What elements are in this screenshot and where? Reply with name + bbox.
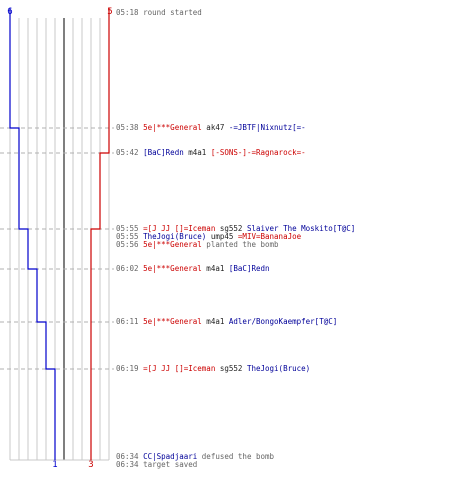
event-row: 06:19 =[J JJ []=Iceman sg552 TheJogi(Bru… <box>116 364 310 373</box>
blue-start-count: 6 <box>7 7 12 17</box>
event-row: 05:42 [BaC]Redn m4a1 [-SONS-]-=Ragnarock… <box>116 148 306 157</box>
event-time: 05:42 <box>116 148 144 157</box>
weapon-name: sg552 <box>215 224 247 233</box>
player-name: CC|Spadjaari <box>143 452 198 461</box>
event-guide-lines <box>0 127 114 370</box>
player-name: =[J JJ []=Iceman <box>143 364 216 373</box>
player-name: [BaC]Redn <box>143 148 184 157</box>
red-end-count: 3 <box>88 460 93 470</box>
event-time: 06:34 <box>116 460 144 469</box>
event-row: 05:18 round started <box>116 8 202 17</box>
player-name: 5e|***General <box>143 240 202 249</box>
event-time: 06:19 <box>116 364 144 373</box>
event-row: 06:11 5e|***General m4a1 Adler/BongoKaem… <box>116 317 337 326</box>
timeline-grid <box>9 18 110 461</box>
player-name: Slaiver The Moskito[T@C] <box>246 224 356 233</box>
event-time: 05:18 <box>116 8 144 17</box>
event-row: 06:34 target saved <box>116 460 197 469</box>
event-time: 05:56 <box>116 240 144 249</box>
event-row: 05:55 TheJogi(Bruce) ump45 =MIV=BananaJo… <box>116 232 301 241</box>
weapon-name: ump45 <box>206 232 238 241</box>
player-name: 5e|***General <box>143 123 202 132</box>
event-description: target saved <box>143 460 198 469</box>
event-time: 05:55 <box>116 232 144 241</box>
weapon-name: m4a1 <box>201 264 229 273</box>
player-name: Adler/BongoKaempfer[T@C] <box>228 317 338 326</box>
event-row: 06:02 5e|***General m4a1 [BaC]Redn <box>116 264 270 273</box>
event-row: 05:56 5e|***General planted the bomb <box>116 240 279 249</box>
event-time: 06:02 <box>116 264 144 273</box>
event-time: 05:55 <box>116 224 144 233</box>
red-start-count: 5 <box>107 7 112 17</box>
weapon-name: m4a1 <box>183 148 211 157</box>
event-description: planted the bomb <box>201 240 279 249</box>
event-time: 06:34 <box>116 452 144 461</box>
player-name: [BaC]Redn <box>228 264 270 273</box>
player-name: [-SONS-]-=Ragnarock=- <box>210 148 306 157</box>
event-time: 06:11 <box>116 317 144 326</box>
red-team-alive-line <box>90 8 110 460</box>
player-name: 5e|***General <box>143 264 202 273</box>
player-name: =[J JJ []=Iceman <box>143 224 216 233</box>
player-name: -=JBTF|Nixnutz[=- <box>228 123 306 132</box>
blue-end-count: 1 <box>52 460 57 470</box>
event-row: 05:38 5e|***General ak47 -=JBTF|Nixnutz[… <box>116 123 306 132</box>
weapon-name: ak47 <box>201 123 229 132</box>
player-name: =MIV=BananaJoe <box>237 232 302 241</box>
weapon-name: sg552 <box>215 364 247 373</box>
blue-team-alive-line <box>9 8 56 460</box>
event-description: defused the bomb <box>197 452 275 461</box>
event-row: 06:34 CC|Spadjaari defused the bomb <box>116 452 274 461</box>
player-name: 5e|***General <box>143 317 202 326</box>
event-row: 05:55 =[J JJ []=Iceman sg552 Slaiver The… <box>116 224 355 233</box>
player-name: TheJogi(Bruce) <box>246 364 311 373</box>
team-alive-step-lines <box>9 8 110 460</box>
event-time: 05:38 <box>116 123 144 132</box>
player-name: TheJogi(Bruce) <box>143 232 207 241</box>
weapon-name: m4a1 <box>201 317 229 326</box>
event-description: round started <box>143 8 202 17</box>
